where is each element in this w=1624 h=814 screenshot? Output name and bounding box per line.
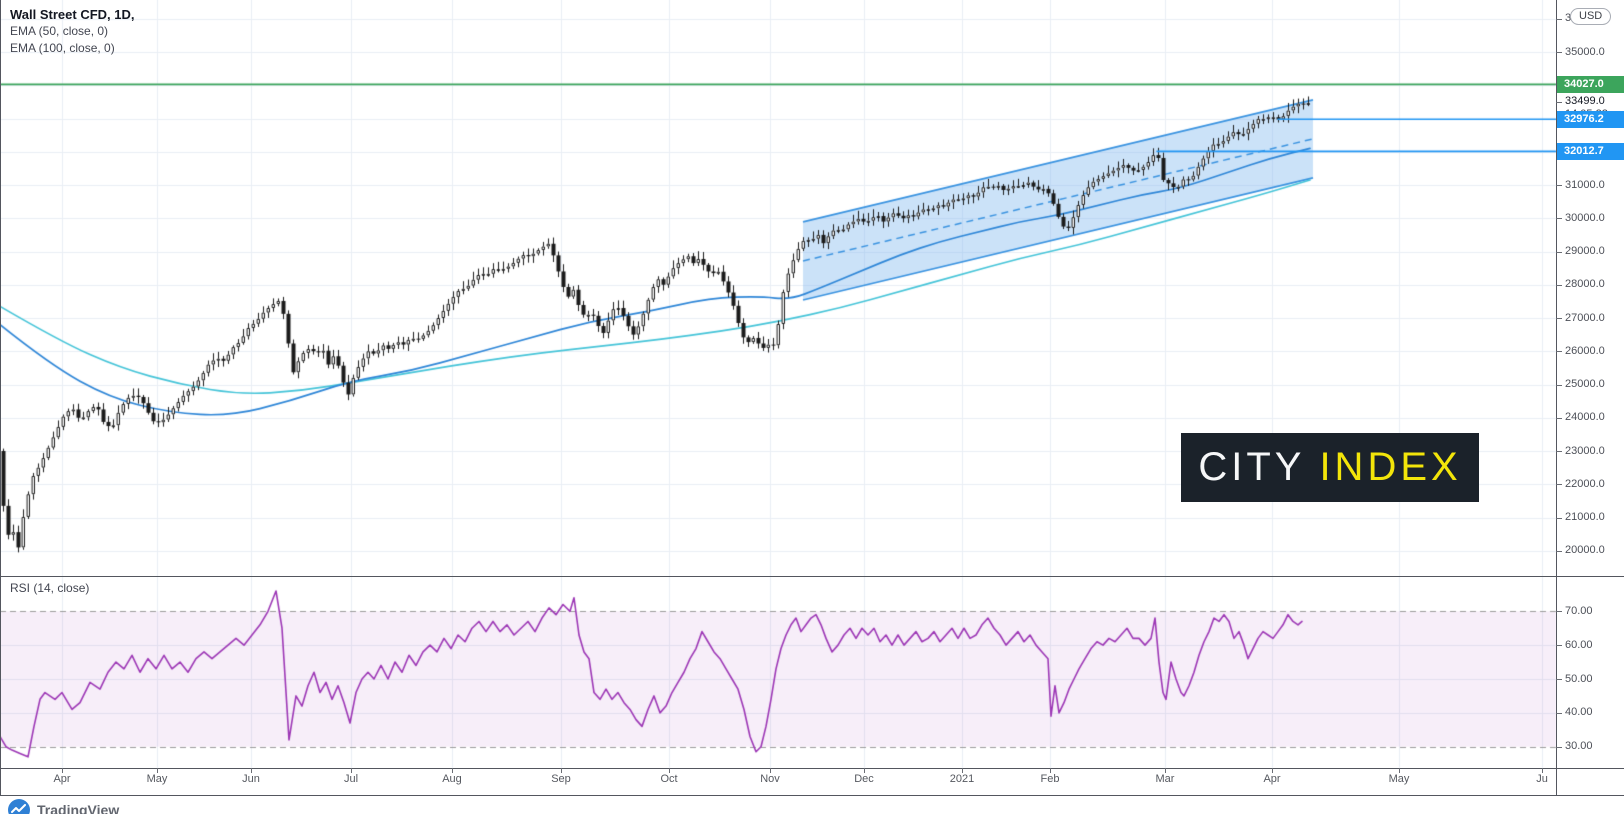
month-tick-mark [561, 768, 562, 773]
rsi-tick-label: 30.00 [1565, 740, 1593, 753]
month-label: Oct [660, 773, 678, 785]
rsi-tick-mark [1556, 746, 1562, 748]
rsi-tick-mark [1556, 611, 1562, 613]
month-label: Aug [442, 773, 462, 785]
price-tick-mark [1556, 517, 1562, 519]
month-tick-mark [62, 768, 63, 773]
support2-price-badge: 32012.7 [1557, 142, 1624, 160]
city-index-logo-word1: CITY [1198, 445, 1306, 489]
price-tick-mark [1556, 52, 1562, 53]
price-tick-mark [1556, 484, 1562, 486]
month-tick-mark [1399, 768, 1400, 773]
tradingview-logo-icon [8, 799, 30, 814]
rsi-tick-label: 60.00 [1565, 638, 1593, 651]
month-tick-mark [770, 768, 771, 773]
price-axis-border [1556, 0, 1557, 795]
price-tick-label: 26000.0 [1565, 344, 1605, 357]
resistance-price-badge: 34027.0 [1557, 75, 1624, 93]
month-label: Jun [242, 773, 260, 785]
month-tick-mark [1165, 768, 1166, 773]
ema50-legend[interactable]: EMA (50, close, 0) [10, 24, 109, 38]
price-tick-label: 28000.0 [1565, 278, 1605, 291]
pane-separator[interactable] [0, 576, 1624, 577]
price-tick-mark [1556, 218, 1562, 220]
price-tick-label: 30000.0 [1565, 211, 1605, 224]
month-label: Apr [1263, 773, 1281, 785]
price-tick-label: 25000.0 [1565, 378, 1605, 390]
price-tick-label: 23000.0 [1565, 444, 1605, 457]
price-tick-mark [1556, 318, 1562, 319]
rsi-tick-label: 50.00 [1565, 672, 1593, 685]
rsi-tick-mark [1556, 712, 1562, 714]
time-axis-bottom-border [0, 795, 1624, 796]
month-tick-mark [1542, 768, 1543, 773]
price-tick-label: 21000.0 [1565, 511, 1605, 523]
month-label: Mar [1155, 773, 1175, 785]
month-label: May [1388, 773, 1410, 785]
price-tick-label: 29000.0 [1565, 245, 1605, 257]
month-label: May [146, 773, 168, 785]
symbol-title[interactable]: Wall Street CFD, 1D, [10, 7, 135, 22]
chart-legend: Wall Street CFD, 1D, EMA (50, close, 0) … [10, 6, 134, 57]
tradingview-logo-text: TradingView [37, 802, 120, 814]
month-tick-mark [1272, 768, 1273, 773]
month-label: Jul [343, 773, 359, 785]
rsi-tick-label: 40.00 [1565, 706, 1593, 719]
month-tick-mark [864, 768, 865, 773]
last-price-label: 33499.0 [1565, 95, 1605, 108]
month-tick-mark [669, 768, 670, 773]
city-index-logo-word2: INDEX [1319, 445, 1462, 489]
rsi-tick-label: 70.00 [1565, 604, 1593, 617]
price-tick-mark [1556, 351, 1562, 353]
price-tick-mark [1556, 384, 1562, 386]
support1-price-badge: 32976.2 [1557, 110, 1624, 128]
currency-usd-button[interactable]: USD [1570, 8, 1612, 25]
month-tick-mark [1050, 768, 1051, 773]
price-tick-mark [1556, 185, 1562, 186]
price-tick-label: 20000.0 [1565, 544, 1605, 557]
month-label: Feb [1040, 773, 1060, 785]
price-tick-mark [1556, 417, 1562, 419]
month-tick-mark [351, 768, 352, 773]
tradingview-attribution[interactable]: TradingView [8, 799, 119, 814]
month-label: Dec [854, 773, 874, 785]
price-tick-mark [1556, 550, 1562, 552]
price-tick-mark [1556, 18, 1562, 20]
price-tick-label: 27000.0 [1565, 311, 1605, 324]
price-tick-label: 31000.0 [1565, 178, 1605, 191]
rsi-tick-mark [1556, 679, 1562, 680]
ema100-legend[interactable]: EMA (100, close, 0) [10, 41, 115, 55]
chart-left-border [0, 0, 1, 795]
month-tick-mark [962, 768, 963, 773]
price-tick-label: 35000.0 [1565, 45, 1605, 58]
month-tick-mark [251, 768, 252, 773]
rsi-legend[interactable]: RSI (14, close) [10, 581, 90, 595]
rsi-tick-mark [1556, 645, 1562, 647]
time-axis-top-border [0, 768, 1624, 769]
month-label: Sep [551, 773, 571, 785]
month-label: Apr [53, 773, 71, 785]
city-index-logo: CITY INDEX [1181, 433, 1479, 502]
month-label: 2021 [949, 773, 975, 785]
last-price-tick-mark [1556, 101, 1562, 103]
price-tick-label: 22000.0 [1565, 477, 1605, 490]
month-label: Ju [1536, 773, 1548, 785]
month-tick-mark [157, 768, 158, 773]
month-label: Nov [760, 773, 780, 785]
month-tick-mark [452, 768, 453, 773]
price-tick-mark [1556, 451, 1562, 452]
price-tick-mark [1556, 251, 1562, 253]
price-tick-mark [1556, 284, 1562, 286]
price-tick-label: 24000.0 [1565, 411, 1605, 424]
